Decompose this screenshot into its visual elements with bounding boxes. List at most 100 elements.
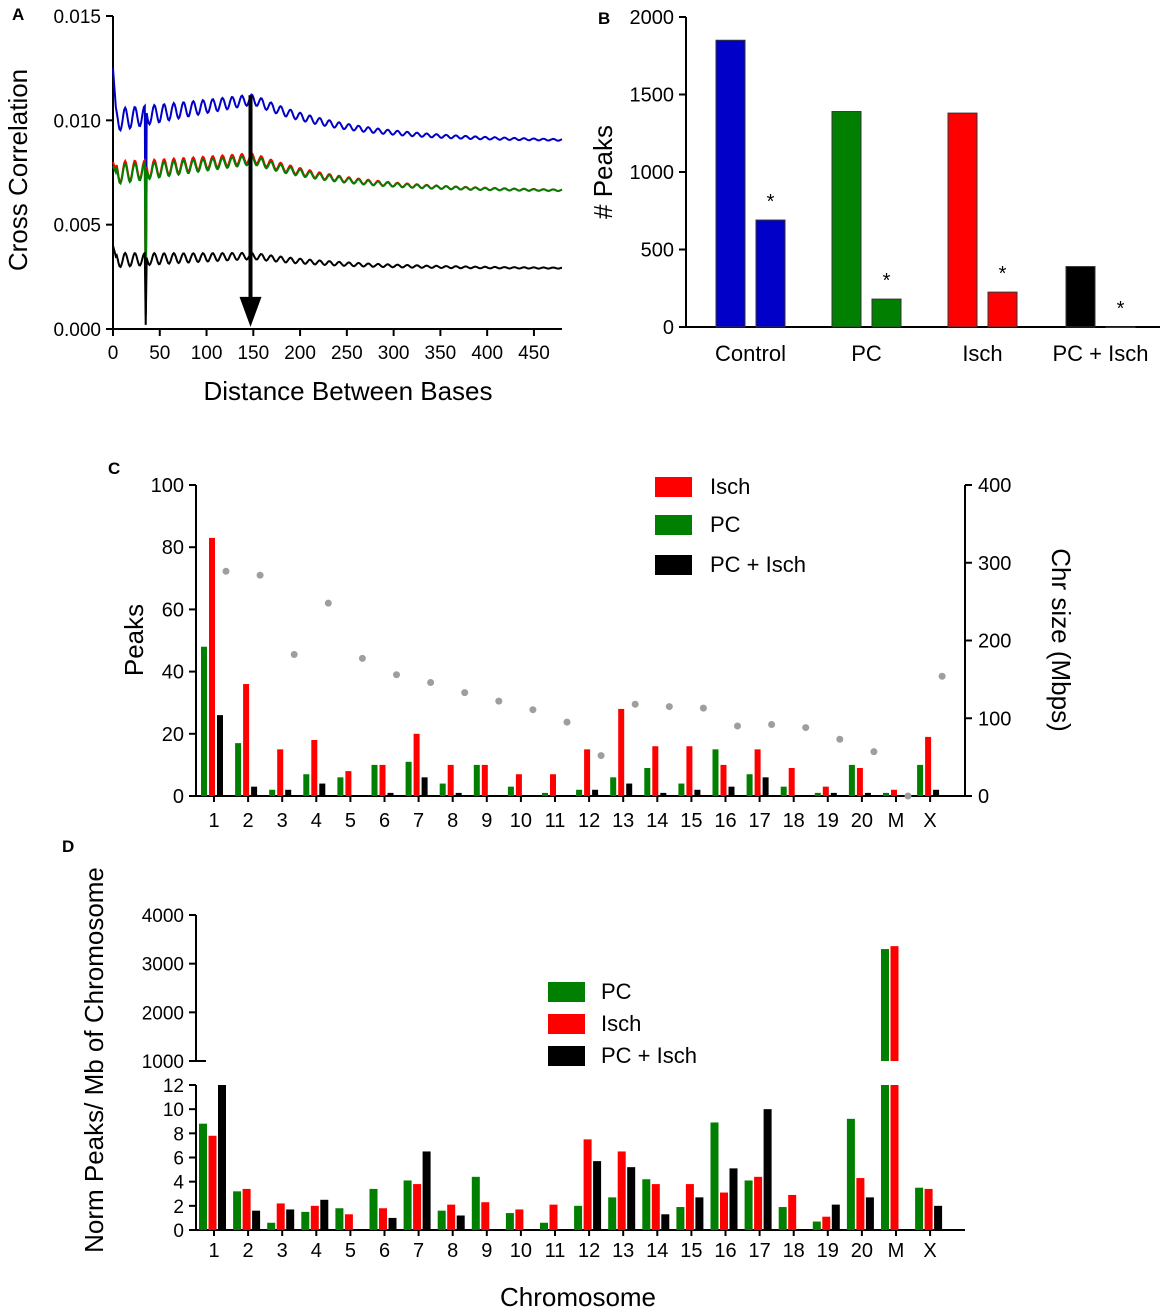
panel-c-chr-size-point <box>699 704 707 712</box>
panel-b-ylabel: # Peaks <box>588 125 618 219</box>
panel-c-bar-pcisch <box>217 715 223 796</box>
panel-b: B # Peaks 0 500 1000 1500 2000 * * * * Control PC I… <box>588 7 1160 366</box>
panel-c-bar-isch <box>856 768 863 796</box>
panel-b-bar <box>1065 266 1096 328</box>
panel-d-bar-pc <box>335 1208 344 1230</box>
panel-c-xtick-label: 15 <box>680 810 702 832</box>
panel-c-bar-pcisch <box>728 786 735 796</box>
panel-c-bar-isch <box>788 768 795 796</box>
panel-b-category-label: Isch <box>962 341 1002 366</box>
panel-d-xtick-label: 17 <box>748 1240 770 1262</box>
panel-d-label: D <box>62 837 74 856</box>
panel-d-xtick-label: M <box>888 1240 905 1262</box>
panel-d-ylabel: Norm Peaks/ Mb of Chromosome <box>79 867 109 1253</box>
panel-b-bar <box>871 298 902 328</box>
panel-c-bar-pc <box>814 792 821 796</box>
panel-c-chr-size-point <box>631 700 639 708</box>
panel-d-bar-pc <box>574 1205 583 1230</box>
panel-d-bar-isch <box>822 1216 831 1230</box>
panel-a-xtick-label: 150 <box>237 343 269 364</box>
panel-a-ytick-label: 0.015 <box>53 7 101 28</box>
panel-c-bar-isch <box>515 774 522 796</box>
panel-d-xtick-label: 18 <box>783 1240 805 1262</box>
panel-c-bar-pc <box>201 646 207 796</box>
panel-d-bar-pcisch <box>865 1197 874 1230</box>
panel-c-bar-pc <box>405 761 412 796</box>
panel-d-bar-pcisch <box>422 1151 431 1230</box>
panel-c-bar-pcisch <box>933 789 940 796</box>
panel-d-ytick-label-lower: 4 <box>173 1173 184 1194</box>
panel-c-bar-isch <box>481 764 488 796</box>
panel-c-bar-pc <box>439 783 446 796</box>
panel-d-bar-pcisch <box>252 1210 261 1230</box>
panel-d-bar-pcisch <box>320 1199 329 1230</box>
panel-c-bar-isch <box>311 740 318 796</box>
panel-c-legend-swatch <box>655 477 692 497</box>
panel-d-bar-isch <box>310 1205 319 1230</box>
panel-c-bar-pc <box>917 764 924 796</box>
panel-a-xtick-label: 0 <box>108 343 119 364</box>
panel-c-bar-pcisch <box>285 789 292 796</box>
panel-d-bar-isch <box>617 1151 626 1230</box>
panel-c-xtick-label: 20 <box>851 810 873 832</box>
panel-d-xtick-label: 15 <box>680 1240 702 1262</box>
panel-b-label: B <box>598 9 610 28</box>
panel-c-xtick-label: 4 <box>311 810 322 832</box>
panel-d-bar-pcisch <box>695 1197 704 1230</box>
panel-c-bar-isch <box>447 764 454 796</box>
panel-c-xtick-label: 8 <box>447 810 458 832</box>
panel-d-xtick-label: 5 <box>345 1240 356 1262</box>
panel-c-bar-pcisch <box>592 789 599 796</box>
panel-d-xtick-label: 6 <box>379 1240 390 1262</box>
panel-c-bar-pcisch <box>319 783 326 796</box>
panel-c-legend-swatch <box>655 555 692 575</box>
panel-c-bar-pc <box>235 743 242 796</box>
panel-d-bar-pc <box>676 1207 685 1230</box>
panel-c-xtick-label: 14 <box>646 810 668 832</box>
panel-c-bar-pc <box>780 786 787 796</box>
panel-d-bar-pcisch <box>934 1205 943 1230</box>
panel-c-ytick-label: 40 <box>162 662 184 684</box>
panel-c-bar-pc <box>371 764 378 796</box>
panel-b-ytick-label: 0 <box>663 317 674 339</box>
panel-c-chr-size-point <box>495 697 503 705</box>
panel-c-bar-isch <box>550 774 556 796</box>
panel-d-bar-isch <box>685 1184 694 1230</box>
panel-d-xtick-label: 20 <box>851 1240 873 1262</box>
panel-b-ytick-label: 500 <box>641 240 674 262</box>
panel-d-ytick-label-lower: 0 <box>173 1221 184 1242</box>
panel-c-chr-size-point <box>802 724 810 732</box>
panel-c-bar-pcisch <box>626 783 633 796</box>
panel-d-bar-pc <box>437 1210 446 1230</box>
panel-d-bar-isch <box>720 1192 728 1230</box>
panel-d-bar-isch <box>344 1214 353 1230</box>
panel-b-bar <box>715 39 746 328</box>
panel-d-xtick-label: 14 <box>646 1240 668 1262</box>
panel-c-bar-pc <box>610 777 617 796</box>
panel-d-bar-pc <box>369 1188 378 1230</box>
panel-c-bar-pcisch <box>864 792 871 796</box>
panel-d-bar-pc <box>812 1221 821 1230</box>
panel-c-bar-pc <box>576 789 583 796</box>
panel-c-bar-isch <box>720 764 727 796</box>
panel-d-bar-pc <box>608 1197 617 1230</box>
panel-d-ytick-label-upper: 3000 <box>142 955 184 976</box>
panel-c-xtick-label: 12 <box>578 810 600 832</box>
panel-c-bar-pcisch <box>762 777 769 796</box>
panel-a-xtick-label: 200 <box>284 343 316 364</box>
panel-c-ytick-label: 100 <box>151 475 184 497</box>
panel-a: A Cross Correlation Distance Between Bas… <box>3 5 563 406</box>
panel-d-bar-pc <box>778 1207 787 1230</box>
panel-c-chr-size-point <box>665 703 673 711</box>
panel-c-ytick-label: 0 <box>173 786 184 808</box>
panel-c-bar-isch <box>822 786 829 796</box>
panel-c-chr-size-point <box>938 672 946 680</box>
panel-c-y2tick-label: 0 <box>978 786 989 808</box>
panel-d-bar-isch <box>924 1188 933 1230</box>
panel-c-bar-pc <box>883 792 889 796</box>
panel-d-bar-pc <box>267 1222 276 1230</box>
panel-d-bar-pcisch <box>627 1167 636 1230</box>
panel-c-chr-size-point <box>256 571 264 579</box>
panel-d-xtick-label: 10 <box>510 1240 532 1262</box>
panel-a-line-blue <box>112 68 563 315</box>
